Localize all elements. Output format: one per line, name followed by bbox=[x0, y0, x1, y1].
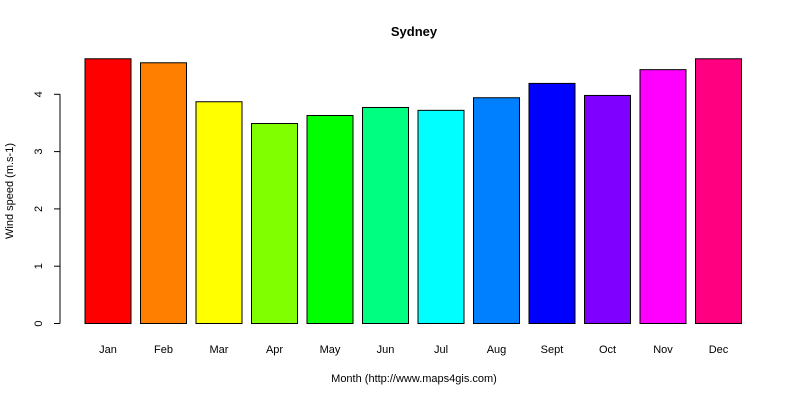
bar-aug bbox=[473, 97, 520, 324]
chart-title: Sydney bbox=[391, 24, 438, 39]
x-axis-ticks: Jan Feb Mar Apr May Jun Jul Aug Sept Oct Nov Dec bbox=[99, 344, 729, 356]
bar-sept bbox=[528, 82, 576, 325]
y-tick-label-4: 4 bbox=[33, 91, 45, 97]
y-tick-label-2: 2 bbox=[33, 206, 45, 212]
x-axis-label: Month (http://www.maps4gis.com) bbox=[331, 373, 497, 385]
bars bbox=[84, 58, 742, 325]
x-tick-label-oct: Oct bbox=[599, 344, 616, 356]
x-tick-label-sept: Sept bbox=[541, 344, 564, 356]
x-tick-label-mar: Mar bbox=[210, 344, 229, 356]
x-tick-label-nov: Nov bbox=[653, 344, 673, 356]
y-tick-label-0: 0 bbox=[33, 320, 45, 326]
x-tick-label-aug: Aug bbox=[487, 344, 507, 356]
bar-jul bbox=[417, 109, 465, 325]
x-tick-label-dec: Dec bbox=[709, 344, 729, 356]
x-tick-label-apr: Apr bbox=[266, 344, 283, 356]
x-tick-label-may: May bbox=[320, 344, 341, 356]
bar-may bbox=[306, 115, 354, 324]
bar-feb bbox=[140, 62, 187, 324]
bar-mar bbox=[195, 101, 243, 325]
bar-apr bbox=[251, 123, 298, 325]
bar-jan bbox=[84, 58, 132, 325]
y-tick-label-1: 1 bbox=[33, 263, 45, 269]
bar-jun bbox=[362, 106, 409, 324]
x-tick-label-jul: Jul bbox=[434, 344, 448, 356]
y-axis: 0 1 2 3 4 bbox=[33, 91, 61, 327]
bar-nov bbox=[639, 69, 687, 325]
x-tick-label-feb: Feb bbox=[154, 344, 173, 356]
bar-dec bbox=[695, 58, 742, 325]
x-tick-label-jun: Jun bbox=[377, 344, 395, 356]
y-tick-label-3: 3 bbox=[33, 149, 45, 155]
bar-oct bbox=[584, 94, 631, 324]
x-tick-label-jan: Jan bbox=[99, 344, 117, 356]
y-axis-label: Wind speed (m.s-1) bbox=[4, 143, 16, 239]
